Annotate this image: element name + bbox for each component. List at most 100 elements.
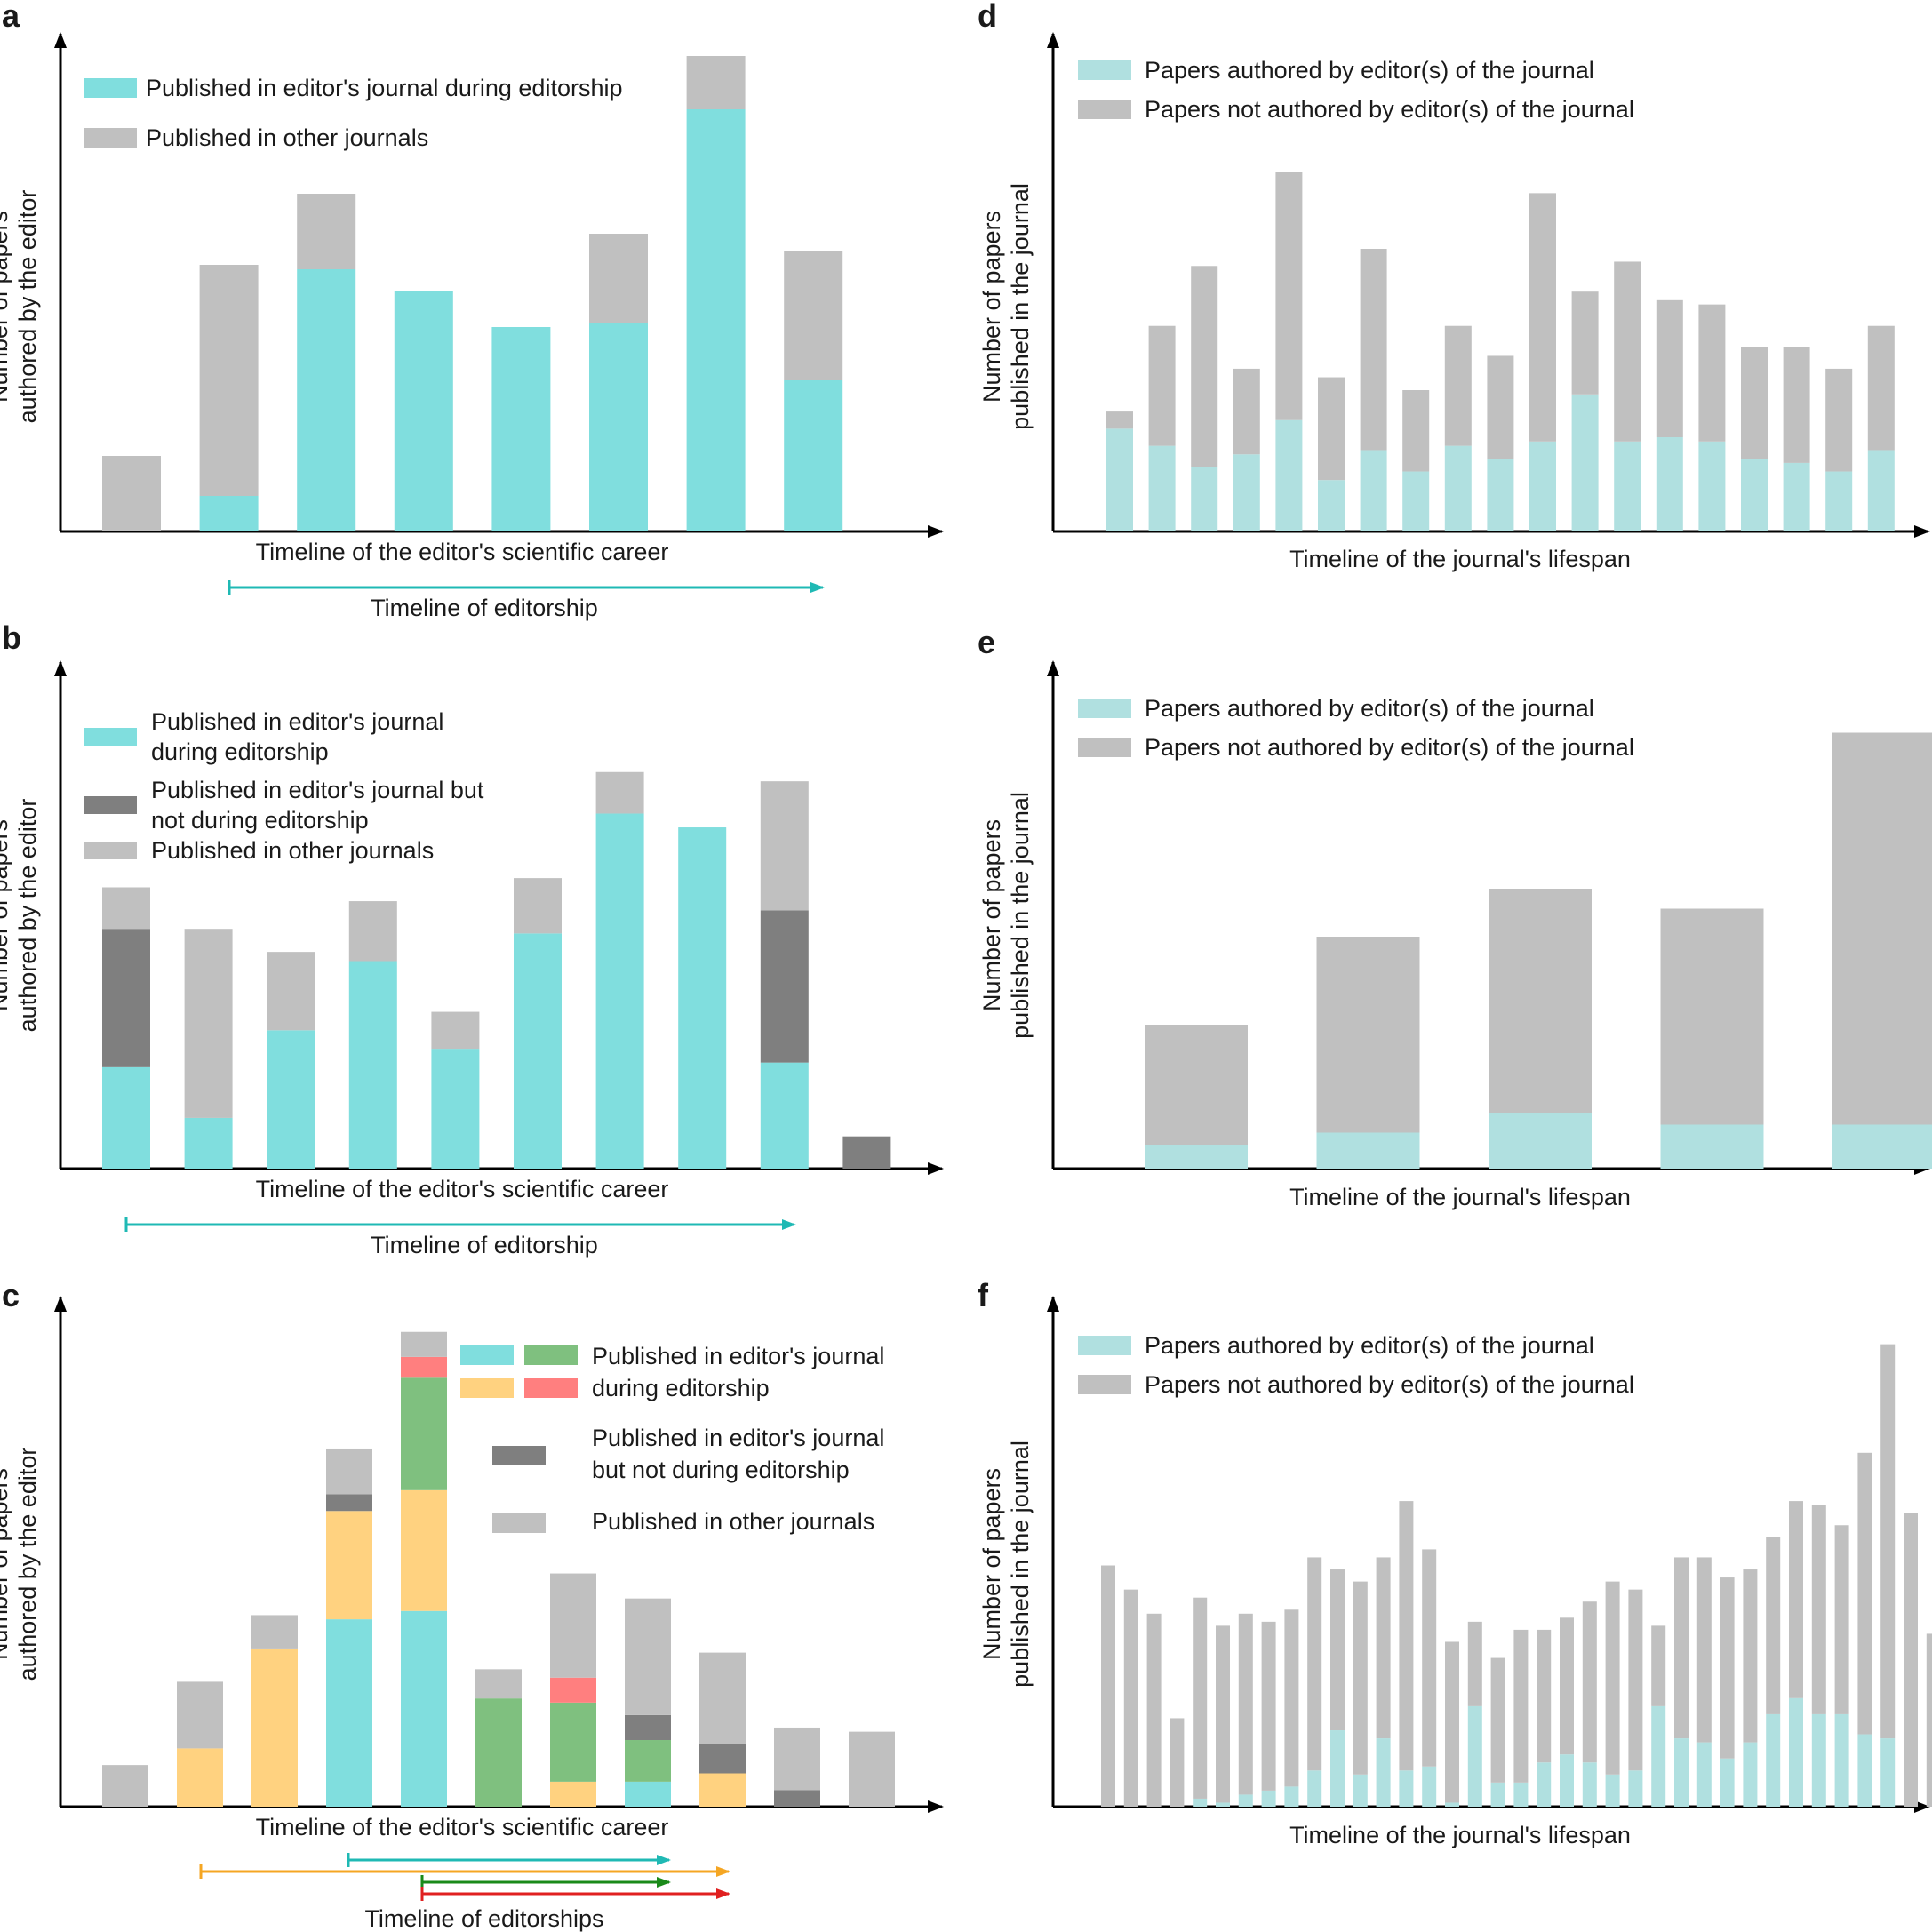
bar-d-3-authored [1233,454,1260,531]
bar-f-30-not-authored [1789,1501,1803,1698]
bar-d-13-not-authored [1656,299,1683,437]
bar-d-2-authored [1191,467,1218,531]
legend-label-a-1: Published in other journals [146,124,428,151]
bar-d-9-not-authored [1487,355,1514,459]
bar-b-6-seg-1 [595,771,644,814]
bar-f-10-authored [1330,1730,1345,1807]
bar-d-4-not-authored [1275,172,1303,420]
bar-f-6-authored [1238,1794,1253,1807]
bar-f-6-not-authored [1238,1613,1253,1795]
legend-swatch-b-0 [84,728,137,746]
bar-f-22-authored [1605,1774,1620,1807]
bar-b-1-seg-1 [184,929,233,1118]
bar-c-2-seg-0 [251,1648,298,1807]
bar-f-33-authored [1857,1734,1872,1807]
bar-d-13-authored [1656,437,1683,531]
bar-d-1-authored [1148,445,1176,531]
bar-a-5-seg-1 [589,234,648,323]
bar-b-8-seg-0 [760,1062,809,1169]
bar-b-3-seg-1 [348,901,397,962]
bar-c-6-seg-1 [550,1702,596,1782]
y-axis-label-d: Number of paperspublished in the journal [978,183,1034,430]
panel-label-b: b [2,619,21,656]
bar-d-18-not-authored [1867,325,1895,451]
bar-c-4-seg-4 [401,1331,447,1357]
legend-swatch-f-0 [1078,1336,1131,1355]
legend-label-e-0: Papers authored by editor(s) of the jour… [1145,695,1594,722]
bar-d-7-authored [1402,471,1430,531]
bar-a-4-seg-0 [491,327,551,531]
bar-a-6-seg-0 [686,109,746,531]
bar-f-24-not-authored [1651,1625,1666,1706]
bar-d-17-authored [1825,471,1853,531]
bar-d-8-not-authored [1444,325,1472,446]
bar-a-1-seg-0 [199,496,259,531]
bar-d-15-authored [1741,459,1768,531]
legend-label-b-2-line-0: Published in other journals [151,837,434,864]
bar-f-15-not-authored [1445,1641,1459,1803]
bar-a-0-seg-0 [102,456,161,531]
legend-label-b-1-line-1: not during editorship [151,807,369,834]
bar-a-7-seg-0 [784,380,843,531]
bar-f-4-not-authored [1193,1597,1208,1799]
bar-a-2-seg-0 [297,269,356,531]
bar-b-9-seg-0 [842,1136,891,1169]
bar-a-6-seg-1 [686,56,746,109]
bar-f-16-not-authored [1467,1621,1482,1706]
bar-d-9-authored [1487,459,1514,531]
x-axis-label-d: Timeline of the journal's lifespan [1289,546,1631,572]
bar-d-10-not-authored [1529,193,1556,442]
bar-a-1-seg-1 [199,265,259,496]
bar-c-5-seg-0 [475,1698,522,1807]
bar-f-4-authored [1193,1798,1208,1807]
panel-label-d: d [978,0,997,34]
bar-e-2-not-authored [1489,889,1592,1113]
bar-d-12-not-authored [1614,261,1641,442]
bar-b-3-seg-0 [348,961,397,1169]
bar-f-18-not-authored [1513,1629,1529,1783]
bar-f-27-not-authored [1720,1577,1735,1759]
bar-a-5-seg-0 [589,323,648,531]
bar-b-2-seg-1 [267,952,315,1031]
bar-d-1-not-authored [1148,325,1176,446]
bar-f-5-authored [1216,1802,1230,1807]
bar-f-36-not-authored [1926,1633,1932,1807]
bar-b-7-seg-0 [678,827,727,1169]
bar-f-27-authored [1720,1758,1735,1807]
y-axis-label-c: Number of papersauthored by the editor [0,1448,41,1681]
legend-swatch-c-0-1 [524,1345,578,1365]
bar-b-5-seg-0 [514,933,562,1169]
bar-f-32-authored [1834,1713,1849,1807]
legend-swatch-d-0 [1078,60,1131,80]
bar-d-8-authored [1444,445,1472,531]
bar-b-2-seg-0 [267,1030,315,1169]
bar-e-2-authored [1489,1113,1592,1169]
bar-f-20-not-authored [1560,1617,1574,1755]
bar-c-8-seg-2 [699,1652,746,1744]
bar-f-21-authored [1582,1762,1597,1807]
bar-f-12-authored [1376,1738,1391,1807]
bar-f-10-not-authored [1330,1569,1345,1731]
panel-e: Number of paperspublished in the journal… [978,660,1932,1210]
bar-d-16-not-authored [1783,347,1810,463]
legend-swatch-c-2 [492,1513,546,1533]
legend-swatch-c-1 [492,1446,546,1465]
legend-label-c-0-line-0: Published in editor's journal [592,1343,884,1369]
x-axis-label-f: Timeline of the journal's lifespan [1289,1822,1631,1848]
y-axis-label-e: Number of paperspublished in the journal [978,792,1034,1039]
bar-e-1-authored [1316,1132,1420,1169]
bar-f-34-not-authored [1880,1344,1896,1739]
bar-b-8-seg-2 [760,781,809,911]
bar-f-35-not-authored [1904,1513,1918,1807]
bar-d-5-authored [1318,480,1345,531]
bar-f-11-not-authored [1353,1581,1368,1775]
bar-c-8-seg-1 [699,1744,746,1774]
bar-f-23-authored [1628,1770,1643,1807]
bar-f-31-not-authored [1811,1505,1826,1714]
bar-f-24-authored [1651,1705,1666,1807]
bar-c-6-seg-3 [550,1573,596,1678]
bar-e-0-not-authored [1145,1025,1248,1145]
bar-c-7-seg-2 [625,1714,671,1741]
bar-b-5-seg-1 [514,878,562,934]
bar-e-0-authored [1145,1145,1248,1169]
